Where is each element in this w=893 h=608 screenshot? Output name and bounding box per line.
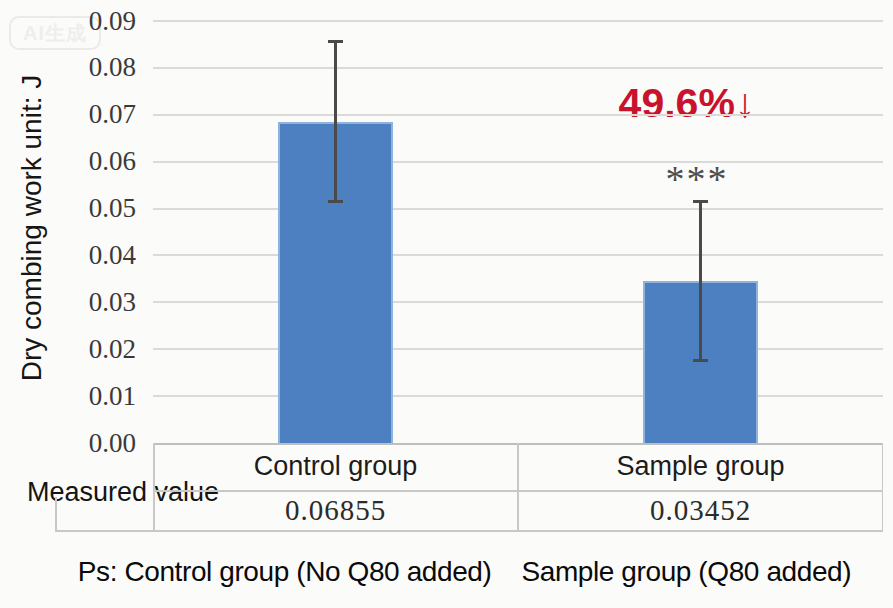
y-tick-label: 0.07 (56, 101, 136, 128)
category-label-control-group: Control group (153, 443, 518, 490)
footnote-control-group: Ps: Control group (No Q80 added) (78, 556, 492, 588)
data-table-border (882, 443, 884, 532)
y-tick-label: 0.02 (56, 336, 136, 363)
data-table-border (153, 443, 155, 532)
gridline (153, 67, 883, 69)
error-bar-cap-bottom (693, 359, 708, 362)
measured-value-sample-group: 0.03452 (518, 490, 883, 531)
footnote-sample-group: Sample group (Q80 added) (521, 556, 851, 588)
data-table-border (55, 530, 883, 532)
y-tick-label: 0.04 (56, 242, 136, 269)
gridline (153, 20, 883, 22)
measured-value-control-group: 0.06855 (153, 490, 518, 531)
data-table-border (55, 497, 57, 531)
footnote: Ps: Control group (No Q80 added) Sample g… (0, 556, 893, 588)
gridline (153, 301, 883, 303)
gridline (153, 114, 883, 116)
y-axis-title: Dry combing work unit: J (16, 12, 48, 444)
y-tick-label: 0.00 (56, 430, 136, 457)
error-bar-cap-top (328, 40, 343, 43)
gridline (153, 161, 883, 163)
y-tick-label: 0.05 (56, 195, 136, 222)
y-tick-label: 0.09 (56, 8, 136, 35)
y-tick-label: 0.01 (56, 383, 136, 410)
y-tick-label: 0.06 (56, 148, 136, 175)
y-tick-label: 0.08 (56, 54, 136, 81)
gridline (153, 254, 883, 256)
error-bar-cap-bottom (328, 200, 343, 203)
chart: AI生成 Dry combing work unit: J 49.6%↓ ***… (0, 0, 893, 608)
gridline (153, 208, 883, 210)
data-table-border (517, 443, 519, 532)
category-label-sample-group: Sample group (518, 443, 883, 490)
percent-decrease-annotation: 49.6%↓ (527, 80, 847, 127)
error-bar (699, 201, 702, 360)
y-tick-label: 0.03 (56, 289, 136, 316)
significance-stars: *** (637, 160, 757, 198)
error-bar (334, 42, 337, 201)
gridline (153, 395, 883, 397)
gridline (153, 348, 883, 350)
error-bar-cap-top (693, 200, 708, 203)
